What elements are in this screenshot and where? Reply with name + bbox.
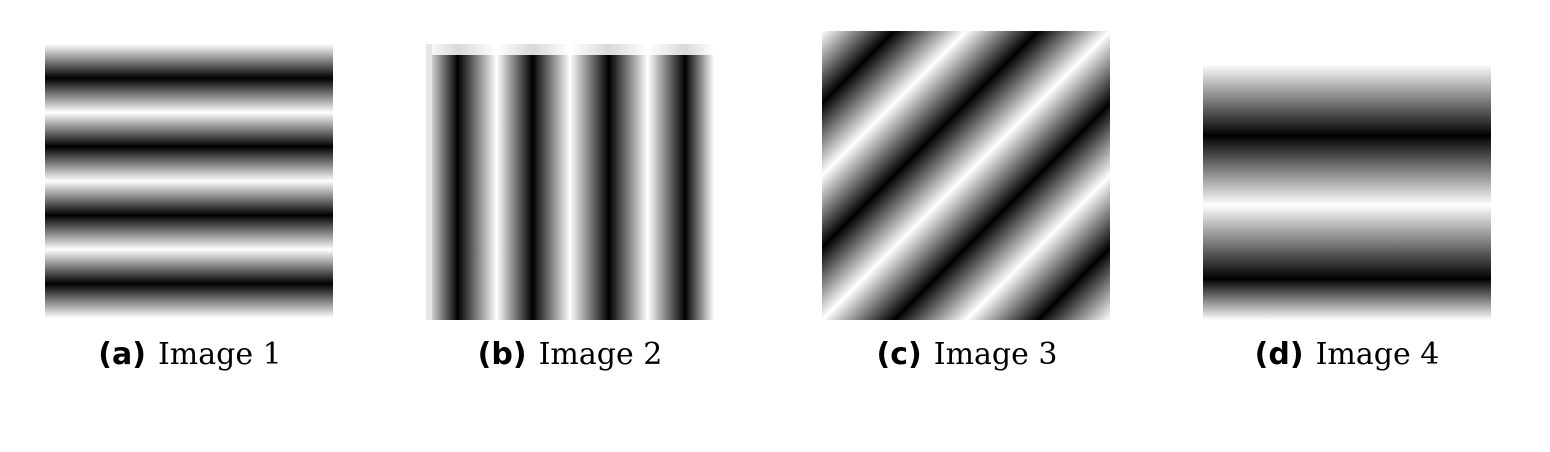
caption-image-1: (a) Image 1 xyxy=(98,333,281,377)
image-3-diagonal-grating xyxy=(822,31,1110,320)
image-4-horizontal-grating xyxy=(1203,64,1491,320)
caption-label-c: (c) xyxy=(876,337,922,372)
caption-label-b: (b) xyxy=(477,337,527,372)
caption-title-image-2: Image 2 xyxy=(538,337,663,372)
caption-title-image-3: Image 3 xyxy=(933,337,1058,372)
image-1-horizontal-grating xyxy=(45,44,333,318)
caption-image-2: (b) Image 2 xyxy=(478,333,663,377)
caption-label-a: (a) xyxy=(98,337,146,372)
caption-title-image-1: Image 1 xyxy=(157,337,282,372)
image-2-vertical-grating xyxy=(426,44,714,320)
caption-label-d: (d) xyxy=(1254,337,1304,372)
caption-title-image-4: Image 4 xyxy=(1315,337,1440,372)
caption-image-3: (c) Image 3 xyxy=(877,333,1058,377)
caption-image-4: (d) Image 4 xyxy=(1255,333,1440,377)
